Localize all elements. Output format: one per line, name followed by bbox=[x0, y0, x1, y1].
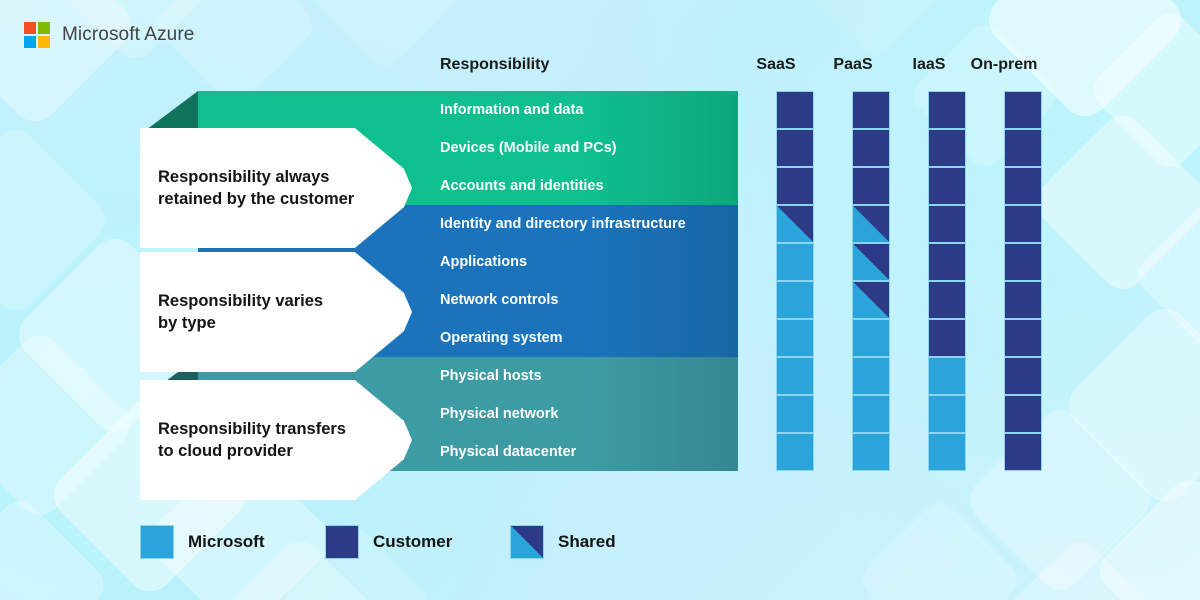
background-diamond bbox=[1130, 190, 1200, 360]
callout-line-1: Responsibility varies bbox=[158, 291, 324, 310]
band-row-label: Applications bbox=[440, 254, 528, 270]
matrix-cell-iaas-customer bbox=[928, 281, 966, 319]
matrix-cell-paas-customer bbox=[852, 91, 890, 129]
callout-line-1: Responsibility transfers bbox=[158, 419, 346, 438]
legend-item-shared: Shared bbox=[510, 525, 695, 559]
background-diamond bbox=[855, 495, 1025, 600]
matrix-cell-iaas-customer bbox=[928, 319, 966, 357]
matrix-cell-paas-customer bbox=[852, 167, 890, 205]
matrix-cell-on-prem-customer bbox=[1004, 395, 1042, 433]
matrix-cell-on-prem-customer bbox=[1004, 167, 1042, 205]
matrix-cell-iaas-customer bbox=[928, 167, 966, 205]
callout-1: Responsibility always retained by the cus… bbox=[140, 128, 412, 248]
column-header-on-prem: On-prem bbox=[970, 56, 1038, 73]
column-header-paas: PaaS bbox=[833, 56, 873, 73]
matrix-cell-iaas-microsoft bbox=[928, 433, 966, 471]
matrix-cell-on-prem-customer bbox=[1004, 319, 1042, 357]
brand-name: Microsoft Azure bbox=[62, 24, 195, 45]
matrix-cell-on-prem-customer bbox=[1004, 129, 1042, 167]
band-row-label: Network controls bbox=[440, 292, 559, 308]
matrix-cell-on-prem-customer bbox=[1004, 281, 1042, 319]
matrix-cell-saas-microsoft bbox=[776, 243, 814, 281]
column-header-responsibility: Responsibility bbox=[440, 56, 550, 73]
legend-label: Microsoft bbox=[188, 532, 265, 551]
brand-header: Microsoft Azure bbox=[24, 22, 194, 48]
band-fold-corner bbox=[142, 91, 198, 133]
background-diamond bbox=[0, 326, 139, 524]
legend-swatch-microsoft bbox=[140, 525, 174, 559]
matrix-cell-on-prem-customer bbox=[1004, 243, 1042, 281]
band-row-label: Operating system bbox=[440, 330, 563, 346]
matrix-cell-on-prem-customer bbox=[1004, 91, 1042, 129]
matrix-cell-iaas-customer bbox=[928, 129, 966, 167]
legend-item-customer: Customer bbox=[325, 525, 510, 559]
matrix-cell-iaas-customer bbox=[928, 205, 966, 243]
matrix-cell-iaas-customer bbox=[928, 91, 966, 129]
band-row-label: Devices (Mobile and PCs) bbox=[440, 140, 617, 156]
matrix-cell-paas-microsoft bbox=[852, 357, 890, 395]
legend: Microsoft Customer Shared bbox=[140, 525, 695, 559]
legend-swatch-customer bbox=[325, 525, 359, 559]
background-diamond bbox=[0, 121, 114, 319]
column-header-iaas: IaaS bbox=[912, 56, 946, 73]
background-diamond bbox=[1027, 107, 1200, 298]
band-row-label: Information and data bbox=[440, 102, 584, 118]
matrix-cell-on-prem-customer bbox=[1004, 205, 1042, 243]
background-diamond bbox=[988, 533, 1172, 600]
band-row-label: Physical hosts bbox=[440, 368, 542, 384]
legend-label: Customer bbox=[373, 532, 453, 551]
matrix-cell-paas-microsoft bbox=[852, 319, 890, 357]
band-row-label: Accounts and identities bbox=[440, 178, 604, 194]
matrix-cell-on-prem-customer bbox=[1004, 357, 1042, 395]
callout-line-2: by type bbox=[158, 314, 216, 332]
legend-label: Shared bbox=[558, 532, 616, 551]
legend-swatch-shared bbox=[510, 525, 544, 559]
background-diamond bbox=[1058, 298, 1200, 512]
matrix-cell-iaas-microsoft bbox=[928, 357, 966, 395]
background-diamond bbox=[0, 493, 112, 600]
column-header-saas: SaaS bbox=[756, 56, 796, 73]
background-diamond bbox=[1085, 5, 1200, 175]
matrix-cell-paas-microsoft bbox=[852, 433, 890, 471]
background-diamond bbox=[961, 401, 1159, 599]
band-row-label: Physical network bbox=[440, 406, 559, 422]
background-diamond bbox=[1091, 471, 1200, 600]
callout-line-2: retained by the customer bbox=[158, 190, 355, 208]
callout-2: Responsibility varies by type bbox=[140, 252, 412, 372]
callout-line-2: to cloud provider bbox=[158, 442, 293, 460]
matrix-cell-on-prem-customer bbox=[1004, 433, 1042, 471]
matrix-cell-paas-customer bbox=[852, 129, 890, 167]
callout-text: Responsibility always retained by the cus… bbox=[158, 166, 354, 211]
background-diamond bbox=[0, 0, 142, 132]
matrix-cell-paas-shared bbox=[852, 205, 890, 243]
callout-text: Responsibility transfers to cloud provide… bbox=[158, 418, 346, 463]
callout-line-1: Responsibility always bbox=[158, 167, 330, 186]
matrix-cell-saas-customer bbox=[776, 129, 814, 167]
matrix-cell-saas-customer bbox=[776, 91, 814, 129]
callout-3: Responsibility transfers to cloud provide… bbox=[140, 380, 412, 500]
microsoft-logo-icon bbox=[24, 22, 50, 48]
matrix-cell-paas-shared bbox=[852, 243, 890, 281]
matrix-cell-saas-microsoft bbox=[776, 433, 814, 471]
matrix-cell-saas-customer bbox=[776, 167, 814, 205]
matrix-cell-paas-microsoft bbox=[852, 395, 890, 433]
band-row-label: Identity and directory infrastructure bbox=[440, 216, 686, 232]
matrix-cell-saas-shared bbox=[776, 205, 814, 243]
matrix-cell-iaas-microsoft bbox=[928, 395, 966, 433]
matrix-cell-paas-shared bbox=[852, 281, 890, 319]
legend-item-microsoft: Microsoft bbox=[140, 525, 325, 559]
band-always-retained: Information and data Devices (Mobile and … bbox=[142, 91, 738, 205]
background-diamond bbox=[797, 0, 953, 63]
callout-text: Responsibility varies by type bbox=[158, 290, 323, 335]
matrix-cell-saas-microsoft bbox=[776, 357, 814, 395]
matrix-cell-iaas-customer bbox=[928, 243, 966, 281]
matrix-cell-saas-microsoft bbox=[776, 281, 814, 319]
matrix-cell-saas-microsoft bbox=[776, 319, 814, 357]
band-row-label: Physical datacenter bbox=[440, 444, 577, 460]
matrix-cell-saas-microsoft bbox=[776, 395, 814, 433]
